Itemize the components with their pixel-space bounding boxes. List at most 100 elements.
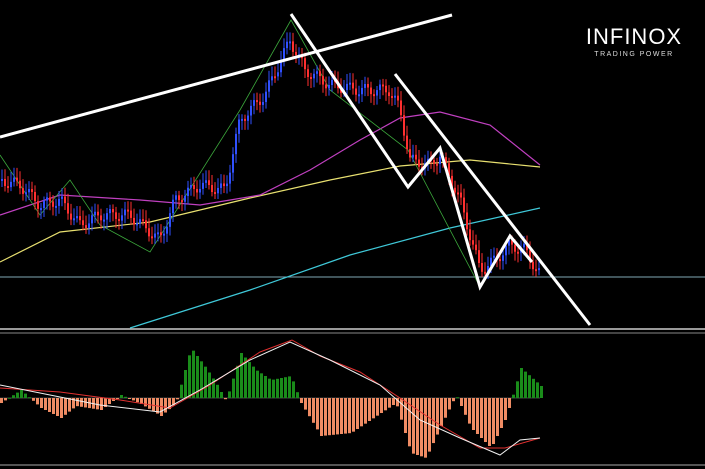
candle-body (10, 181, 12, 188)
candle-body (175, 195, 177, 200)
histogram-bar (184, 370, 187, 398)
histogram-bar (64, 398, 67, 415)
candle-body (505, 245, 507, 256)
histogram-bar (352, 398, 355, 432)
candle-body (118, 218, 120, 221)
candle-body (316, 71, 318, 74)
histogram-bar (196, 356, 199, 398)
histogram-bar (300, 398, 303, 403)
histogram-bar (528, 375, 531, 398)
histogram-bar (192, 350, 195, 398)
candle-body (247, 115, 249, 121)
trend-line (393, 73, 592, 326)
histogram-bar (312, 398, 315, 423)
candle-body (385, 85, 387, 93)
histogram-bar (36, 398, 39, 405)
candle-body (121, 215, 123, 221)
candle-body (76, 216, 78, 219)
candle-body (28, 189, 30, 193)
candle-body (409, 149, 411, 158)
candle-body (448, 163, 450, 176)
candle-body (289, 41, 291, 44)
candle-body (331, 80, 333, 85)
candle-body (370, 87, 372, 95)
candle-body (4, 178, 6, 187)
candle-body (73, 218, 75, 221)
histogram-bar (384, 398, 387, 411)
histogram-bar (220, 392, 223, 398)
candle-body (13, 177, 15, 182)
histogram-bar (332, 398, 335, 435)
candle-body (214, 192, 216, 195)
candle-body (283, 48, 285, 61)
candle-body (322, 76, 324, 85)
candle-body (223, 183, 225, 187)
histogram-bar (376, 398, 379, 416)
candle-body (103, 219, 105, 222)
candle-body (415, 154, 417, 160)
candle-body (256, 100, 258, 103)
histogram-bar (396, 398, 399, 407)
histogram-bar (164, 398, 167, 413)
histogram-bar (100, 398, 103, 410)
candle-body (55, 205, 57, 208)
histogram-bar (452, 398, 455, 402)
histogram-bar (4, 398, 7, 401)
candle-body (181, 200, 183, 203)
candle-body (274, 76, 276, 79)
histogram-bar (500, 398, 503, 428)
histogram-bar (460, 398, 463, 406)
candle-body (97, 211, 99, 216)
candle-body (469, 229, 471, 241)
histogram-bar (524, 371, 527, 398)
histogram-bar (448, 398, 451, 410)
histogram-bar (60, 398, 63, 418)
histogram-bar (304, 398, 307, 410)
histogram-bar (12, 395, 15, 398)
histogram-bar (236, 365, 239, 398)
moving-average (0, 111, 541, 216)
candle-body (361, 87, 363, 95)
candle-body (238, 119, 240, 134)
candle-body (481, 262, 483, 272)
candle-body (526, 243, 528, 251)
candle-body (451, 175, 453, 188)
candle-body (307, 69, 309, 77)
candle-body (412, 154, 414, 158)
histogram-bar (212, 378, 215, 398)
candle-body (502, 255, 504, 261)
candle-body (475, 244, 477, 251)
candle-body (490, 257, 492, 266)
candle-body (196, 189, 198, 193)
histogram-bar (52, 398, 55, 414)
candle-body (472, 240, 474, 245)
candle-body (514, 244, 516, 252)
histogram-bar (144, 398, 147, 407)
candle-body (439, 156, 441, 164)
histogram-bar (252, 366, 255, 398)
candle-body (64, 196, 66, 204)
histogram-bar (324, 398, 327, 436)
candle-body (364, 84, 366, 88)
histogram-bar (456, 397, 459, 399)
histogram-bar (16, 392, 19, 398)
candle-body (139, 219, 141, 224)
histogram-bar (8, 397, 11, 399)
candle-body (145, 220, 147, 229)
candle-body (202, 182, 204, 189)
candle-body (433, 160, 435, 164)
candle-body (250, 105, 252, 116)
histogram-bar (420, 398, 423, 457)
histogram-bar (128, 398, 131, 399)
candle-body (16, 177, 18, 181)
candle-body (22, 188, 24, 194)
candle-body (400, 100, 402, 116)
candle-body (109, 209, 111, 214)
histogram-bar (464, 398, 467, 415)
candle-body (106, 213, 108, 220)
histogram-bar (496, 398, 499, 436)
candle-body (235, 133, 237, 155)
candle-body (160, 232, 162, 236)
histogram-bar (516, 381, 519, 398)
